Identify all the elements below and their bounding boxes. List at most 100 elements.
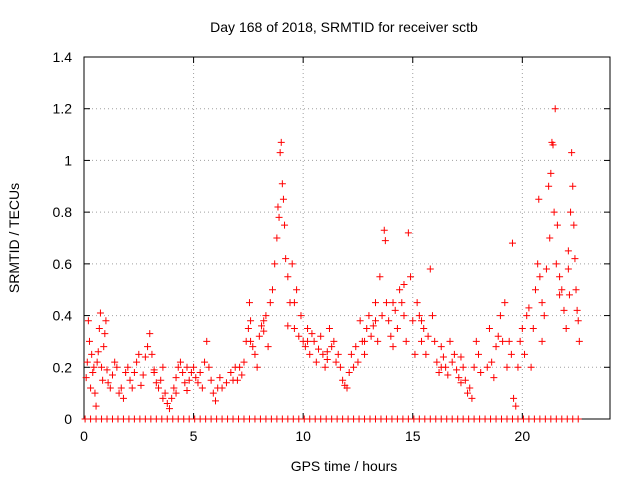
data-point: [137, 381, 145, 389]
x-tick-label: 0: [80, 428, 88, 444]
data-point: [435, 368, 443, 376]
data-point: [428, 312, 436, 320]
data-point: [507, 350, 515, 358]
data-point: [490, 374, 498, 382]
data-point: [549, 141, 557, 149]
data-point: [119, 394, 127, 402]
data-point: [317, 332, 325, 340]
data-point: [163, 399, 171, 407]
data-point: [323, 348, 331, 356]
y-tick-label: 1.2: [53, 101, 73, 117]
data-point: [258, 322, 266, 330]
data-point: [304, 325, 312, 332]
data-point: [393, 325, 401, 332]
data-point: [371, 299, 379, 307]
data-point: [426, 265, 434, 273]
data-point: [574, 415, 582, 423]
data-point: [312, 358, 320, 366]
data-point: [284, 273, 292, 281]
data-point: [146, 330, 154, 338]
data-point: [560, 306, 568, 314]
data-point: [437, 343, 445, 351]
data-point: [104, 379, 112, 387]
data-point: [275, 213, 283, 221]
data-point: [155, 384, 163, 392]
y-tick-label: 1.4: [53, 49, 73, 65]
data-point: [363, 325, 371, 332]
data-point: [93, 358, 101, 366]
data-point: [562, 325, 570, 332]
data-point: [99, 376, 107, 384]
data-point: [551, 105, 559, 113]
data-point: [450, 350, 458, 358]
data-point: [274, 203, 282, 211]
data-point: [236, 363, 244, 371]
data-point: [398, 299, 406, 307]
data-point: [117, 384, 125, 392]
data-point: [534, 260, 542, 268]
data-point: [276, 149, 284, 157]
data-point: [328, 343, 336, 351]
data-point: [172, 374, 180, 382]
data-point: [89, 368, 97, 376]
data-point: [505, 337, 513, 345]
data-point: [161, 389, 169, 397]
data-point: [352, 343, 360, 351]
data-point: [503, 363, 511, 371]
data-point: [113, 363, 121, 371]
data-point: [293, 286, 301, 294]
data-point: [470, 363, 478, 371]
data-point: [168, 394, 176, 402]
data-point: [572, 286, 580, 294]
data-point: [483, 363, 491, 371]
data-point: [192, 374, 200, 382]
data-point: [244, 325, 252, 332]
x-tick-label: 15: [405, 428, 421, 444]
data-point: [249, 343, 257, 351]
data-point: [556, 291, 564, 299]
data-point: [496, 312, 504, 320]
data-point: [431, 337, 439, 345]
data-point: [290, 325, 298, 332]
data-point: [499, 337, 507, 345]
data-point: [98, 363, 106, 371]
data-point: [389, 299, 397, 307]
data-point: [91, 389, 99, 397]
data-point: [260, 327, 268, 335]
data-point: [367, 332, 375, 340]
data-point: [453, 366, 461, 374]
data-point: [385, 317, 393, 325]
data-point: [552, 260, 560, 268]
data-point: [268, 286, 276, 294]
data-point: [546, 234, 554, 242]
data-point: [382, 299, 390, 307]
data-point: [187, 368, 195, 376]
data-point: [455, 374, 463, 382]
data-point: [278, 180, 286, 188]
data-point: [148, 350, 156, 358]
data-point: [374, 337, 382, 345]
data-point: [135, 350, 143, 358]
data-point: [251, 350, 259, 358]
data-point: [87, 384, 95, 392]
data-point: [203, 337, 211, 345]
data-point: [92, 402, 100, 410]
data-point: [207, 376, 215, 384]
data-point: [277, 138, 285, 146]
data-point: [472, 337, 480, 345]
data-point: [512, 402, 520, 410]
data-point: [475, 350, 482, 358]
data-point: [573, 306, 581, 314]
data-point: [325, 325, 333, 332]
data-point: [437, 363, 445, 371]
data-point: [568, 149, 576, 157]
data-point: [152, 379, 160, 387]
data-point: [516, 337, 524, 345]
data-point: [510, 394, 518, 402]
data-point: [159, 363, 167, 371]
data-point: [106, 384, 114, 392]
data-point: [321, 363, 329, 371]
data-point: [139, 371, 147, 379]
data-point: [205, 363, 213, 371]
y-tick-label: 1: [64, 152, 72, 168]
